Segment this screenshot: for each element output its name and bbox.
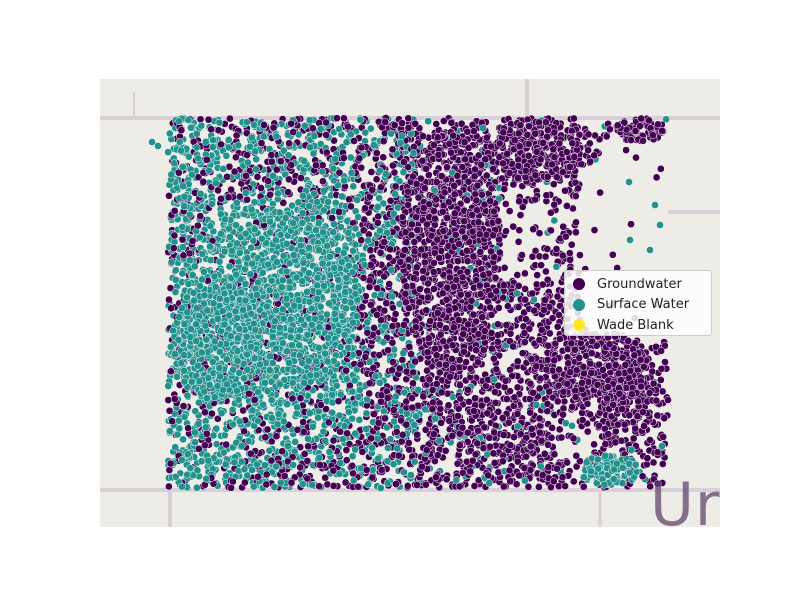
point-surface-water bbox=[349, 182, 358, 191]
point-surface-water bbox=[424, 117, 433, 126]
point-surface-water bbox=[379, 199, 388, 208]
scatter-points bbox=[148, 114, 672, 492]
point-groundwater bbox=[514, 237, 523, 246]
point-groundwater bbox=[658, 460, 667, 468]
point-surface-water bbox=[179, 435, 187, 444]
